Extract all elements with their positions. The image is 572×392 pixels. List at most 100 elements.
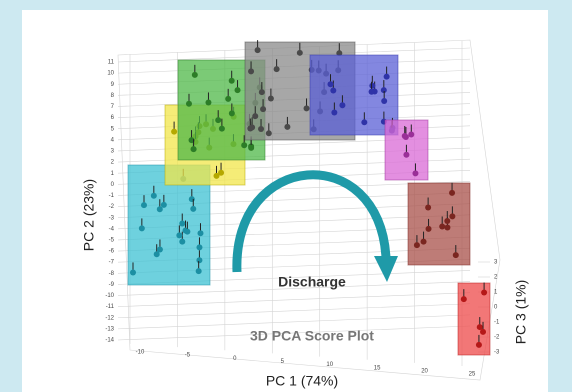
y-tick-label: 0 — [111, 182, 115, 188]
point — [228, 77, 235, 84]
point — [225, 95, 232, 102]
point — [383, 73, 390, 80]
point — [265, 130, 272, 137]
z-tick-label: -1 — [494, 320, 500, 326]
point — [156, 246, 163, 253]
point — [413, 242, 420, 249]
point — [444, 218, 451, 225]
point — [195, 268, 202, 275]
marks — [127, 40, 491, 356]
y-tick-label: -13 — [105, 326, 114, 332]
x-tick-label: 10 — [326, 362, 333, 368]
point — [197, 230, 204, 237]
y-tick-label: 1 — [111, 171, 115, 177]
point — [140, 202, 147, 209]
x-axis-label: PC 1 (74%) — [266, 373, 338, 389]
point — [381, 97, 388, 104]
y-tick-label: 7 — [111, 104, 115, 110]
grid-line — [117, 303, 471, 319]
point — [420, 238, 427, 245]
grid-line — [117, 314, 471, 330]
point — [254, 47, 261, 54]
point — [188, 137, 195, 144]
grid-line — [117, 281, 471, 296]
x-tick-label: 5 — [281, 359, 285, 365]
point — [150, 192, 157, 199]
y-tick-label: 11 — [108, 60, 115, 66]
point — [249, 124, 256, 131]
point — [331, 109, 338, 116]
point — [156, 206, 163, 213]
y-tick-label: 9 — [111, 82, 115, 88]
point — [380, 87, 387, 94]
point — [188, 196, 195, 203]
y-tick-label: -4 — [109, 226, 115, 232]
point — [476, 324, 483, 331]
point — [241, 142, 248, 149]
x-tick-label: 25 — [469, 372, 476, 378]
point — [258, 89, 265, 96]
point — [425, 225, 432, 232]
point — [260, 106, 267, 113]
y-tick-label: -5 — [109, 237, 115, 243]
y-tick-label: -2 — [109, 204, 115, 210]
point — [190, 205, 197, 212]
point — [369, 82, 376, 89]
y-tick-label: 5 — [111, 126, 115, 132]
point — [176, 232, 183, 239]
point — [303, 105, 310, 112]
x-tick-label: 20 — [421, 368, 428, 374]
point — [252, 113, 259, 120]
z-tick-label: 1 — [494, 290, 498, 296]
x-tick-label: -5 — [185, 353, 191, 359]
y-tick-label: -11 — [106, 304, 115, 310]
x-tick-label: -10 — [136, 350, 145, 356]
y-tick-label: 8 — [111, 93, 115, 99]
point — [273, 66, 280, 73]
point — [330, 87, 337, 94]
point — [452, 252, 459, 259]
point — [213, 172, 220, 179]
point — [296, 49, 303, 56]
point — [401, 132, 408, 139]
y-tick-label: 2 — [111, 160, 115, 166]
point — [460, 296, 467, 303]
point — [368, 88, 375, 95]
z-tick-label: 2 — [494, 275, 498, 281]
y-tick-label: -3 — [109, 215, 115, 221]
point — [179, 238, 186, 245]
point — [138, 225, 145, 232]
point — [248, 144, 255, 151]
cluster-box — [407, 182, 471, 266]
y-tick-label: -9 — [109, 282, 115, 288]
y-tick-label: -14 — [105, 338, 114, 344]
y-tick-label: -7 — [109, 260, 115, 266]
point — [480, 328, 487, 335]
grid-line — [117, 292, 471, 307]
y-axis-label: PC 2 (23%) — [81, 179, 97, 251]
point — [425, 204, 432, 211]
point — [179, 220, 186, 227]
point — [439, 223, 446, 230]
point — [196, 244, 203, 251]
y-tick-label: -6 — [109, 249, 115, 255]
arrow-head — [374, 256, 398, 282]
point — [449, 213, 456, 220]
y-tick-label: -10 — [105, 293, 114, 299]
point — [444, 224, 451, 231]
point — [234, 87, 241, 94]
y-tick-label: -1 — [109, 193, 115, 199]
point — [196, 257, 203, 264]
y-tick-label: 4 — [111, 137, 115, 143]
z-tick-label: -2 — [494, 335, 500, 341]
x-tick-label: 0 — [233, 356, 237, 362]
point — [218, 169, 225, 176]
y-tick-label: -12 — [105, 315, 114, 321]
point — [215, 117, 222, 124]
point — [327, 81, 334, 88]
point — [218, 125, 225, 132]
point — [284, 123, 291, 130]
grid-line — [117, 325, 471, 341]
